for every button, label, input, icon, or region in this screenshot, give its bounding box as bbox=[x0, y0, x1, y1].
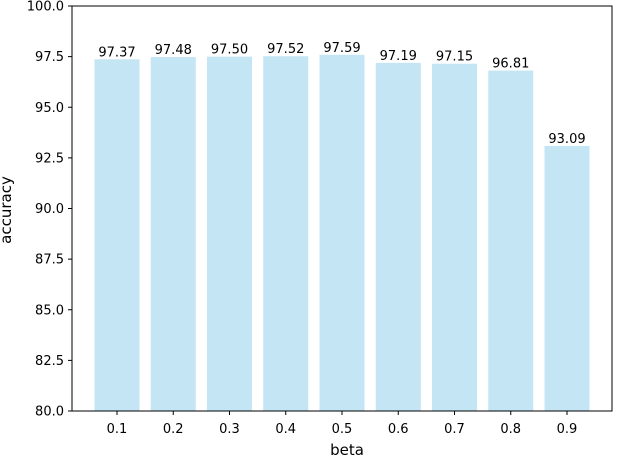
bar-0.1 bbox=[94, 59, 140, 411]
x-tick-label-0.7: 0.7 bbox=[444, 422, 465, 437]
bar-0.9 bbox=[544, 145, 590, 411]
y-axis-label: accuracy bbox=[0, 176, 15, 244]
x-tick-label-0.8: 0.8 bbox=[500, 422, 521, 437]
x-tick-label-0.2: 0.2 bbox=[163, 422, 184, 437]
x-tick-label-0.3: 0.3 bbox=[219, 422, 240, 437]
bars-layer bbox=[94, 54, 590, 412]
bar-0.4 bbox=[263, 56, 309, 411]
y-tick-label-87.5: 87.5 bbox=[35, 253, 64, 268]
y-axis: 80.0 82.5 85.0 87.5 90.0 92.5 95.0 97.5 100.0 bbox=[27, 0, 72, 420]
data-label-0.6: 97.19 bbox=[380, 49, 417, 64]
bar-0.5 bbox=[319, 54, 365, 412]
bar-0.8 bbox=[488, 70, 534, 411]
x-axis: 0.1 0.2 0.3 0.4 0.5 0.6 0.7 0.8 0.9 bbox=[107, 411, 578, 437]
y-tick-label-95.0: 95.0 bbox=[35, 101, 64, 116]
bar-0.3 bbox=[207, 56, 252, 412]
data-label-0.7: 97.15 bbox=[436, 50, 473, 65]
x-tick-label-0.5: 0.5 bbox=[332, 422, 353, 437]
x-tick-label-0.4: 0.4 bbox=[275, 422, 296, 437]
data-label-0.9: 93.09 bbox=[548, 132, 585, 147]
data-label-0.3: 97.50 bbox=[211, 43, 248, 58]
bar-0.2 bbox=[150, 57, 196, 411]
data-labels: 97.37 97.48 97.50 97.52 97.59 97.19 97.15 96.81… bbox=[98, 41, 585, 147]
data-label-0.2: 97.48 bbox=[155, 43, 192, 58]
data-label-0.1: 97.37 bbox=[98, 45, 135, 60]
x-axis-label: beta bbox=[330, 441, 364, 456]
y-tick-label-97.5: 97.5 bbox=[35, 50, 64, 65]
x-tick-label-0.6: 0.6 bbox=[388, 422, 409, 437]
x-tick-label-0.9: 0.9 bbox=[557, 422, 578, 437]
bar-0.7 bbox=[432, 63, 477, 412]
y-tick-label-85.0: 85.0 bbox=[35, 303, 64, 318]
data-label-0.8: 96.81 bbox=[492, 57, 529, 72]
x-tick-label-0.1: 0.1 bbox=[107, 422, 128, 437]
data-label-0.5: 97.59 bbox=[323, 41, 360, 56]
y-tick-label-80.0: 80.0 bbox=[35, 405, 64, 420]
y-tick-label-82.5: 82.5 bbox=[35, 354, 64, 369]
y-tick-label-92.5: 92.5 bbox=[35, 151, 64, 166]
y-tick-label-100.0: 100.0 bbox=[27, 0, 64, 15]
y-tick-label-90.0: 90.0 bbox=[35, 202, 64, 217]
data-label-0.4: 97.52 bbox=[267, 42, 304, 57]
bar-0.6 bbox=[375, 62, 421, 412]
